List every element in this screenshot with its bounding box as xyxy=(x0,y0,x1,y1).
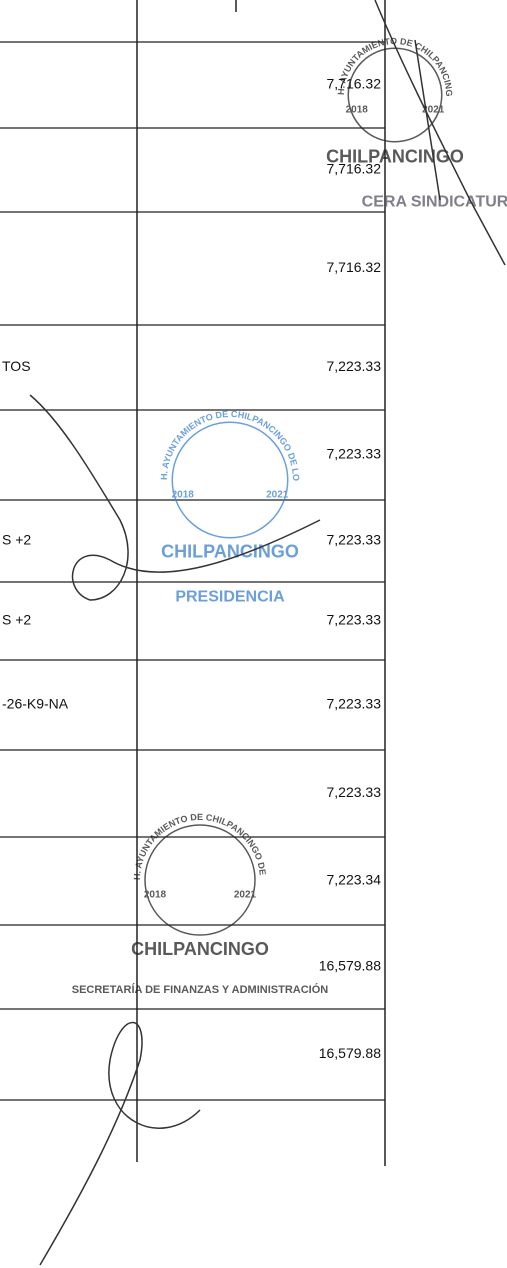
stamp-year: 2021 xyxy=(422,105,445,116)
stamp: H. AYUNTAMIENTO DE CHILPANCINGO DE LOS B… xyxy=(0,0,301,606)
amount: 7,223.33 xyxy=(327,784,382,800)
stamp-office: SECRETARÍA DE FINANZAS Y ADMINISTRACIÓN xyxy=(72,983,329,996)
amount: 16,579.88 xyxy=(319,958,381,974)
amount: 7,716.32 xyxy=(327,161,382,177)
stamp-year: 2018 xyxy=(144,890,167,901)
amount: 16,579.88 xyxy=(319,1045,381,1061)
amount: 7,223.33 xyxy=(327,446,382,462)
stamp-ring-text: H. AYUNTAMIENTO DE CHILPANCINGO DE LOS B… xyxy=(0,0,454,97)
stamp-year: 2018 xyxy=(346,105,369,116)
stamp-name: CHILPANCINGO xyxy=(326,146,464,166)
stamp-office: PRESIDENCIA xyxy=(175,589,285,606)
stamp: H. AYUNTAMIENTO DE CHILPANCINGO DE LOS B… xyxy=(0,0,507,211)
stamp-ring xyxy=(144,824,256,936)
description: TOS xyxy=(2,358,31,374)
stamp-ring-text: H. AYUNTAMIENTO DE CHILPANCINGO DE LOS B… xyxy=(0,0,454,97)
stamp-year: 2018 xyxy=(172,490,195,501)
amount: 7,223.33 xyxy=(327,612,382,628)
signature xyxy=(374,0,506,266)
stamp-ring-text: H. AYUNTAMIENTO DE CHILPANCINGO DE LOS B… xyxy=(0,0,268,880)
signature xyxy=(39,1021,201,1266)
amount: 7,223.34 xyxy=(327,872,382,888)
description: -26-K9-NA xyxy=(2,696,69,712)
stamp-ring xyxy=(171,421,289,539)
signature xyxy=(29,394,321,601)
stamp-year: 2021 xyxy=(234,890,257,901)
amount: 7,223.33 xyxy=(327,532,382,548)
stamp-year: 2021 xyxy=(266,490,289,501)
amount: 7,716.32 xyxy=(327,76,382,92)
description: S +2 xyxy=(2,612,31,628)
stamp-ring xyxy=(347,47,443,143)
amount: 7,223.33 xyxy=(327,696,382,712)
description: S +2 xyxy=(2,532,31,548)
amount: 7,223.33 xyxy=(327,358,382,374)
stamp-office: CERA SINDICATUR xyxy=(362,194,507,211)
stamp-ring-text: H. AYUNTAMIENTO DE CHILPANCINGO DE LOS B… xyxy=(0,0,268,880)
stamp-name: CHILPANCINGO xyxy=(131,939,269,959)
amount: 7,716.32 xyxy=(327,259,382,275)
